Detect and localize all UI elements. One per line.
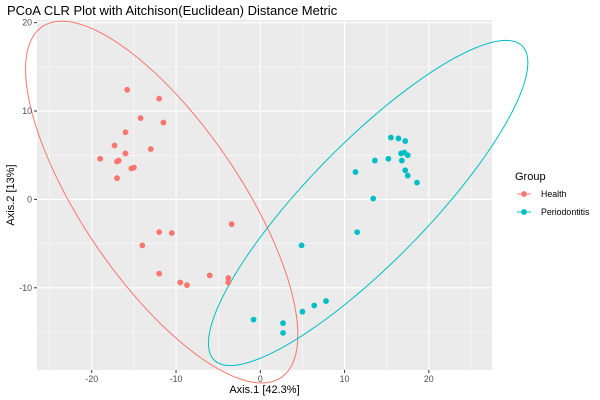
point-periodontitis [404,172,411,179]
point-health [115,157,122,164]
y-tick-label: 0 [27,194,32,204]
point-health [139,242,146,249]
x-tick-label: -10 [170,374,183,384]
point-periodontitis [352,169,359,175]
point-health [156,95,163,102]
point-health [206,272,213,279]
point-periodontitis [414,179,420,186]
point-periodontitis [370,195,377,202]
legend: Group Health Periodontitis [515,171,590,217]
point-periodontitis [298,242,305,249]
point-health [156,229,163,236]
y-tick-label: 10 [22,106,32,116]
point-periodontitis [402,138,409,144]
point-health [160,119,167,126]
x-tick-label: -20 [85,374,98,384]
point-health [184,282,190,289]
point-health [228,221,235,228]
point-periodontitis [323,298,329,304]
data-points [97,86,420,336]
point-health [97,155,104,162]
point-health [122,150,129,157]
confidence-ellipses [25,20,529,384]
y-axis-title: Axis.2 [13%] [5,164,17,225]
point-periodontitis [311,302,318,309]
point-health [128,165,135,172]
point-periodontitis [250,316,257,323]
y-axis: -10 0 10 20 [19,18,37,293]
legend-label-periodontitis: Periodontitis [541,207,590,217]
point-health [124,86,131,93]
point-periodontitis [387,134,394,141]
point-periodontitis [371,157,378,164]
point-health [147,146,154,152]
ellipse-periodontitis [207,39,529,367]
point-periodontitis [299,308,306,315]
point-health [225,275,232,281]
point-periodontitis [404,152,411,159]
point-periodontitis [280,320,286,327]
point-periodontitis [398,157,405,164]
point-periodontitis [280,329,286,336]
minor-gridlines [37,20,492,370]
point-periodontitis [354,229,361,236]
x-axis: -20 -10 0 10 20 [85,370,434,384]
point-periodontitis [385,155,392,162]
legend-label-health: Health [541,189,567,199]
x-tick-label: 0 [258,374,263,384]
point-periodontitis [395,135,402,142]
major-gridlines [37,20,492,370]
point-health [225,279,232,286]
point-health [122,129,129,136]
point-health [111,142,118,149]
point-health [137,115,144,122]
point-health [114,175,120,182]
y-tick-label: 20 [22,18,32,28]
plot-panel [37,20,492,370]
point-health [156,270,163,277]
ellipse-health [25,20,299,384]
chart-title: PCoA CLR Plot with Aitchison(Euclidean) … [7,3,338,18]
legend-key-point [521,191,527,197]
x-tick-label: 10 [340,374,350,384]
point-periodontitis [402,167,409,174]
legend-title: Group [515,171,546,183]
x-axis-title: Axis.1 [42.3%] [229,384,299,396]
x-tick-label: 20 [424,374,434,384]
point-health [168,230,175,236]
legend-key-point [521,209,527,215]
legend-items: Health Periodontitis [517,189,590,217]
point-health [177,279,184,286]
y-tick-label: -10 [19,283,32,293]
